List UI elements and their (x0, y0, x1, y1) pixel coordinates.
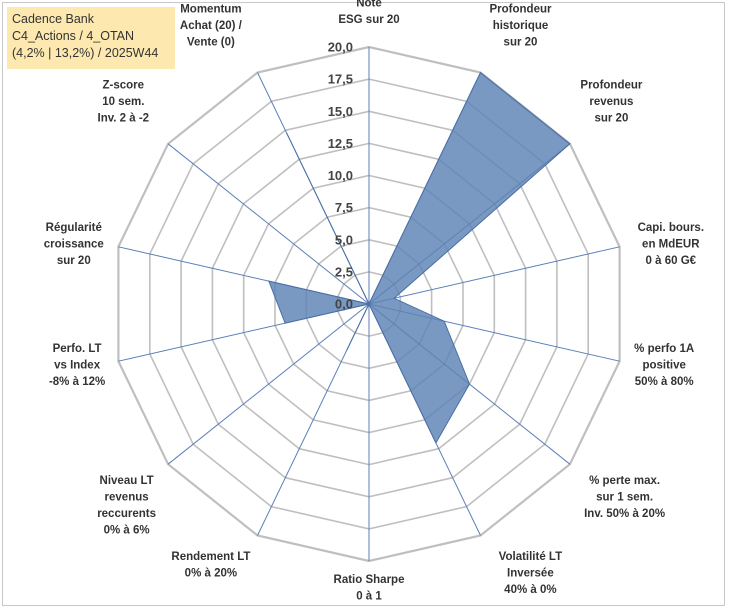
title-line-period: (4,2% | 13,2%) / 2025W44 (12, 46, 159, 60)
axis-label-3: 0 à 60 G€ (646, 255, 697, 267)
axis-label-0: ESG sur 20 (338, 14, 399, 26)
axis-label-12: Z-score (103, 79, 145, 91)
tick-label: 7,5 (335, 200, 353, 215)
tick-label: 2,5 (335, 264, 353, 279)
axis-label-11: croissance (44, 238, 104, 250)
axis-label-7: 0 à 1 (356, 591, 382, 603)
tick-label: 20,0 (328, 40, 353, 55)
tick-label: 15,0 (328, 104, 353, 119)
axis-label-13: Vente (0) (187, 37, 235, 49)
axis-spoke-12 (167, 143, 370, 305)
axis-label-0: Note (356, 0, 382, 10)
axis-label-4: 50% à 80% (635, 376, 694, 388)
tick-label: 0,0 (335, 297, 353, 312)
tick-label: 17,5 (328, 72, 353, 87)
axis-label-10: Perfo. LT (53, 343, 102, 355)
axis-label-3: Capi. bours. (638, 222, 704, 234)
axis-label-4: positive (642, 360, 685, 372)
title-line-portfolio: C4_Actions / 4_OTAN (12, 29, 135, 43)
axis-label-13: Momentum (180, 4, 241, 16)
axis-label-5: sur 1 sem. (596, 492, 653, 504)
axis-label-6: Inversée (507, 568, 554, 580)
chart-title-box: Cadence Bank C4_Actions / 4_OTAN (4,2% |… (7, 7, 175, 69)
axis-label-8: 0% à 20% (185, 568, 237, 580)
axis-label-13: Achat (20) / (180, 20, 243, 32)
axis-label-9: revenus (105, 492, 149, 504)
axis-label-5: % perte max. (589, 475, 660, 487)
axis-label-8: Rendement LT (171, 551, 250, 563)
axis-spoke-9 (167, 303, 370, 465)
axis-label-1: historique (493, 20, 549, 32)
tick-label: 5,0 (335, 232, 353, 247)
axis-label-3: en MdEUR (642, 238, 700, 250)
axis-label-2: revenus (589, 96, 633, 108)
axis-label-2: sur 20 (594, 112, 628, 124)
axis-label-10: vs Index (54, 360, 101, 372)
axis-label-1: Profondeur (490, 4, 552, 16)
tick-label: 12,5 (328, 136, 353, 151)
title-line-company: Cadence Bank (12, 12, 95, 26)
axis-label-12: 10 sem. (102, 96, 144, 108)
axis-label-2: Profondeur (580, 79, 642, 91)
axis-label-10: -8% à 12% (49, 376, 105, 388)
axis-label-9: reccurents (97, 508, 156, 520)
axis-label-6: 40% à 0% (504, 584, 556, 596)
data-series-polygon (267, 71, 571, 444)
axis-label-5: Inv. 50% à 20% (584, 508, 665, 520)
axis-label-7: Ratio Sharpe (334, 574, 405, 586)
axis-spoke-3 (368, 246, 620, 305)
axis-label-4: % perfo 1A (634, 343, 694, 355)
axis-label-9: 0% à 6% (104, 525, 150, 537)
axis-label-12: Inv. 2 à -2 (98, 112, 150, 124)
tick-label: 10,0 (328, 168, 353, 183)
axis-label-9: Niveau LT (100, 475, 154, 487)
axis-label-6: Volatilité LT (499, 551, 562, 563)
axis-label-1: sur 20 (504, 37, 538, 49)
axis-label-11: Régularité (46, 222, 102, 234)
axis-label-11: sur 20 (57, 255, 91, 267)
